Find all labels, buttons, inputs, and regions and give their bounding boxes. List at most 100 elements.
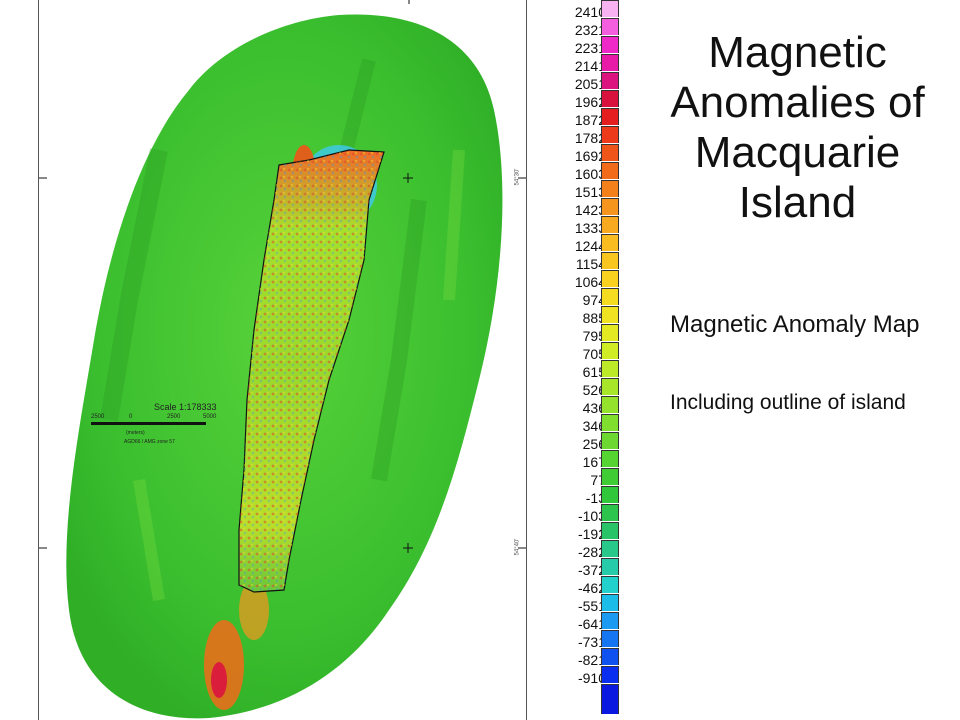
legend-entry: 1333	[568, 216, 622, 235]
legend-entry: -282	[568, 540, 622, 559]
legend-swatch	[601, 180, 619, 197]
legend-swatch-end	[601, 684, 619, 714]
legend-swatch	[601, 144, 619, 161]
scale-tick: 2500	[167, 414, 181, 420]
legend-swatch	[601, 396, 619, 413]
legend-swatch	[601, 306, 619, 323]
legend-label: -13	[585, 490, 606, 506]
legend-entry: -192	[568, 522, 622, 541]
scale-tick: 5000	[203, 414, 217, 420]
legend-swatch	[601, 18, 619, 35]
legend-label: -462	[577, 580, 606, 596]
legend-swatch	[601, 198, 619, 215]
legend-label: -641	[577, 616, 606, 632]
legend-swatch	[601, 54, 619, 71]
legend-entry: -731	[568, 630, 622, 649]
legend-swatch	[601, 648, 619, 665]
scale-units: (meters)	[126, 430, 145, 436]
legend-label: 1423	[574, 202, 606, 218]
legend-label: 1513	[574, 184, 606, 200]
page-title: Magnetic Anomalies of Macquarie Island	[670, 28, 925, 227]
legend-swatch	[601, 342, 619, 359]
legend-label: 1872	[574, 112, 606, 128]
legend-swatch	[601, 36, 619, 53]
legend-swatch	[601, 108, 619, 125]
map-description: Including outline of island	[670, 391, 906, 414]
legend-entry: -641	[568, 612, 622, 631]
legend-label: 1064	[574, 274, 606, 290]
legend-swatch	[601, 486, 619, 503]
legend-swatch	[601, 234, 619, 251]
legend-swatch	[601, 360, 619, 377]
legend-entry: -551	[568, 594, 622, 613]
scale-tick: 0	[129, 414, 133, 420]
legend-label: 2321	[574, 22, 606, 38]
legend-swatch	[601, 594, 619, 611]
map-raster	[39, 0, 526, 719]
legend-swatch	[601, 162, 619, 179]
legend-label: -551	[577, 598, 606, 614]
legend-entry: 1064	[568, 270, 622, 289]
legend-swatch	[601, 324, 619, 341]
legend-entry: -103	[568, 504, 622, 523]
legend-label: 885	[582, 310, 606, 326]
legend-entry: 1692	[568, 144, 622, 163]
legend-swatch	[601, 126, 619, 143]
legend-swatch	[601, 270, 619, 287]
legend-label: 615	[582, 364, 606, 380]
legend-entry: 1244	[568, 234, 622, 253]
scale-tick: 2500	[91, 414, 105, 420]
legend-swatch	[601, 288, 619, 305]
color-legend: 2410 2321 2231 2141 2051 1962 1872 1782 1692 1603…	[568, 0, 623, 720]
map-subtitle: Magnetic Anomaly Map	[670, 311, 920, 338]
legend-swatch	[601, 450, 619, 467]
grid-crosses	[39, 0, 526, 553]
legend-label: 2410	[574, 4, 606, 20]
legend-entry: -821	[568, 648, 622, 667]
legend-entry: -372	[568, 558, 622, 577]
legend-label: -103	[577, 508, 606, 524]
legend-entry: 974	[568, 288, 622, 307]
legend-label: 974	[582, 292, 606, 308]
legend-entry: 2231	[568, 36, 622, 55]
legend-label: 1692	[574, 148, 606, 164]
legend-entry: 1962	[568, 90, 622, 109]
magnetic-anomaly-map: 54°30' 54°30' 54°40' 54°40' Scale 1:1783…	[38, 0, 527, 720]
legend-entry: -13	[568, 486, 622, 505]
legend-entry: 2410	[568, 0, 622, 19]
legend-label: 526	[582, 382, 606, 398]
legend-label: -282	[577, 544, 606, 560]
legend-entry: 77	[568, 468, 622, 487]
legend-entry: 885	[568, 306, 622, 325]
legend-entry: 795	[568, 324, 622, 343]
scale-bar-group: Scale 1:178333 2500 0 2500 5000 (meters)…	[91, 402, 241, 452]
ridge-texture	[100, 58, 465, 601]
legend-entry: 1872	[568, 108, 622, 127]
legend-label: 436	[582, 400, 606, 416]
legend-entry: 615	[568, 360, 622, 379]
legend-label: 167	[582, 454, 606, 470]
legend-entry: 346	[568, 414, 622, 433]
legend-label: 346	[582, 418, 606, 434]
legend-entry: 705	[568, 342, 622, 361]
legend-entry: 1782	[568, 126, 622, 145]
legend-entry: 526	[568, 378, 622, 397]
legend-swatch	[601, 252, 619, 269]
scale-title: Scale 1:178333	[154, 402, 217, 412]
legend-label: -821	[577, 652, 606, 668]
legend-label: 2051	[574, 76, 606, 92]
legend-swatch	[601, 468, 619, 485]
legend-swatch	[601, 378, 619, 395]
legend-swatch	[601, 414, 619, 431]
legend-label: 795	[582, 328, 606, 344]
legend-label: 256	[582, 436, 606, 452]
legend-swatch	[601, 432, 619, 449]
legend-entry: -462	[568, 576, 622, 595]
legend-swatch	[601, 558, 619, 575]
legend-label: 705	[582, 346, 606, 362]
legend-entry: 1513	[568, 180, 622, 199]
scale-datum: AGD66 / AMG zone 57	[124, 439, 175, 445]
legend-swatch	[601, 666, 619, 683]
legend-swatch	[601, 90, 619, 107]
lat-tick-lower-right: 54°40'	[514, 538, 521, 556]
